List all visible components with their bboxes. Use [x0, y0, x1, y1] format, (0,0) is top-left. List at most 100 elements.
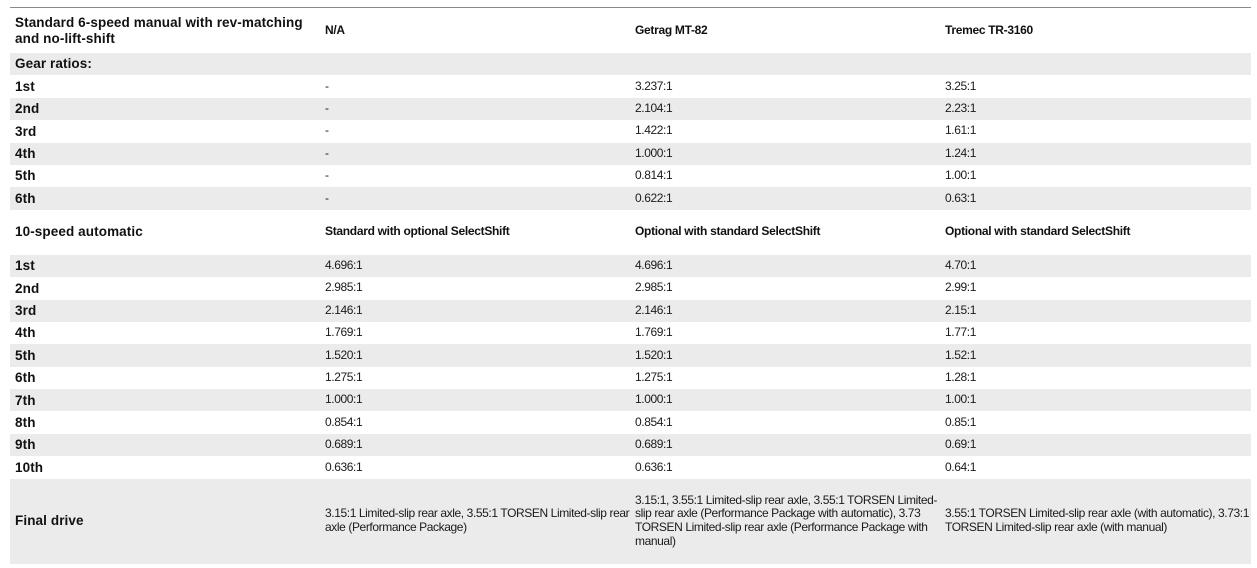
auto-gear-label: 6th	[15, 370, 36, 386]
table-row: 3rd 2.146:1 2.146:1 2.15:1	[10, 299, 1251, 322]
table-row: 2nd 2.985:1 2.985:1 2.99:1	[10, 277, 1251, 299]
manual-header-col1: N/A	[325, 22, 345, 37]
auto-ratio-col2: 1.275:1	[635, 369, 673, 384]
final-drive-label: Final drive	[10, 478, 320, 564]
auto-ratio-col3: 1.52:1	[940, 344, 1251, 367]
manual-gear-label: 6th	[10, 187, 320, 210]
table-row: 4th - 1.000:1 1.24:1	[10, 142, 1251, 165]
auto-gear-label: 1st	[10, 254, 320, 278]
manual-gear-label: 1st	[15, 78, 35, 94]
auto-ratio-col3: 1.28:1	[945, 369, 976, 384]
auto-ratio-col2: 2.985:1	[635, 280, 673, 295]
table-row: 10th 0.636:1 0.636:1 0.64:1	[10, 456, 1251, 478]
manual-ratio-col3: 1.24:1	[940, 142, 1251, 165]
final-drive-col2: 3.15:1, 3.55:1 Limited-slip rear axle, 3…	[630, 478, 940, 564]
manual-ratio-col1: -	[325, 78, 329, 93]
auto-gear-label: 3rd	[10, 299, 320, 322]
auto-ratio-col1: 0.689:1	[320, 433, 630, 457]
gear-ratios-label: Gear ratios:	[10, 53, 320, 76]
table-row: 8th 0.854:1 0.854:1 0.85:1	[10, 411, 1251, 433]
auto-ratio-col2: 1.769:1	[635, 325, 673, 340]
auto-ratio-col3: 2.99:1	[945, 280, 976, 295]
manual-header-col2: Getrag MT-82	[635, 22, 708, 37]
auto-ratio-col2: 0.854:1	[635, 414, 673, 429]
auto-ratio-col2: 0.689:1	[630, 433, 940, 457]
manual-ratio-col3: 1.00:1	[945, 168, 976, 183]
automatic-header-col1: Standard with optional SelectShift	[325, 224, 510, 239]
manual-gear-label: 5th	[15, 168, 36, 184]
manual-gear-label: 3rd	[15, 123, 37, 139]
auto-ratio-col1: 0.636:1	[325, 459, 363, 474]
gear-ratios-row: Gear ratios:	[10, 53, 1251, 76]
auto-ratio-col1: 2.985:1	[325, 280, 363, 295]
table-row: 3rd - 1.422:1 1.61:1	[10, 120, 1251, 142]
auto-gear-label: 7th	[10, 389, 320, 412]
auto-gear-label: 9th	[10, 433, 320, 457]
manual-ratio-col3: 2.23:1	[940, 97, 1251, 121]
auto-ratio-col1: 1.000:1	[320, 389, 630, 412]
manual-ratio-col1: -	[325, 123, 329, 138]
automatic-header-row: 10-speed automatic Standard with optiona…	[10, 210, 1251, 255]
manual-ratio-col3: 0.63:1	[940, 187, 1251, 210]
auto-ratio-col3: 0.69:1	[940, 433, 1251, 457]
manual-ratio-col3: 3.25:1	[945, 78, 976, 93]
auto-ratio-col1: 4.696:1	[320, 254, 630, 278]
final-drive-col3: 3.55:1 TORSEN Limited-slip rear axle (wi…	[940, 478, 1251, 564]
auto-ratio-col3: 1.77:1	[945, 325, 976, 340]
auto-ratio-col2: 0.636:1	[635, 459, 673, 474]
manual-ratio-col2: 2.104:1	[630, 97, 940, 121]
manual-ratio-col2: 1.422:1	[635, 123, 673, 138]
table-row: 4th 1.769:1 1.769:1 1.77:1	[10, 322, 1251, 344]
manual-ratio-col1: -	[320, 142, 630, 165]
manual-ratio-col1: -	[320, 187, 630, 210]
auto-ratio-col1: 1.520:1	[320, 344, 630, 367]
auto-ratio-col1: 1.769:1	[325, 325, 363, 340]
table-row: 7th 1.000:1 1.000:1 1.00:1	[10, 389, 1251, 412]
manual-ratio-col1: -	[325, 168, 329, 183]
automatic-header-col3: Optional with standard SelectShift	[945, 224, 1131, 239]
table-row: 1st - 3.237:1 3.25:1	[10, 75, 1251, 97]
automatic-transmission-label: 10-speed automatic	[15, 224, 143, 240]
auto-ratio-col2: 1.520:1	[630, 344, 940, 367]
auto-ratio-col3: 0.85:1	[945, 414, 976, 429]
manual-header-col3: Tremec TR-3160	[945, 22, 1033, 37]
auto-gear-label: 2nd	[15, 280, 40, 296]
manual-ratio-col2: 1.000:1	[630, 142, 940, 165]
table-row: 5th 1.520:1 1.520:1 1.52:1	[10, 344, 1251, 367]
final-drive-col1: 3.15:1 Limited-slip rear axle, 3.55:1 TO…	[320, 478, 630, 564]
transmission-spec-table: Standard 6-speed manual with rev-matchin…	[10, 8, 1251, 564]
auto-ratio-col2: 4.696:1	[630, 254, 940, 278]
auto-gear-label: 4th	[15, 325, 36, 341]
manual-ratio-col2: 3.237:1	[635, 78, 673, 93]
table-row: 1st 4.696:1 4.696:1 4.70:1	[10, 254, 1251, 278]
manual-header-row: Standard 6-speed manual with rev-matchin…	[10, 8, 1251, 53]
manual-ratio-col2: 0.622:1	[630, 187, 940, 210]
table-row: 6th - 0.622:1 0.63:1	[10, 187, 1251, 210]
manual-gear-label: 2nd	[10, 97, 320, 121]
automatic-header-col2: Optional with standard SelectShift	[635, 224, 821, 239]
auto-ratio-col1: 0.854:1	[325, 414, 363, 429]
table-row: 6th 1.275:1 1.275:1 1.28:1	[10, 367, 1251, 389]
auto-ratio-col1: 1.275:1	[325, 369, 363, 384]
auto-ratio-col3: 2.15:1	[940, 299, 1251, 322]
table-row: 9th 0.689:1 0.689:1 0.69:1	[10, 433, 1251, 457]
auto-ratio-col3: 1.00:1	[940, 389, 1251, 412]
table-row: 2nd - 2.104:1 2.23:1	[10, 97, 1251, 121]
auto-ratio-col3: 0.64:1	[945, 459, 976, 474]
table-row: 5th - 0.814:1 1.00:1	[10, 165, 1251, 187]
auto-gear-label: 10th	[15, 459, 44, 475]
section-divider	[10, 7, 1251, 8]
manual-ratio-col2: 0.814:1	[635, 168, 673, 183]
manual-ratio-col1: -	[320, 97, 630, 121]
auto-ratio-col2: 2.146:1	[630, 299, 940, 322]
final-drive-row: Final drive 3.15:1 Limited-slip rear axl…	[10, 478, 1251, 564]
manual-ratio-col3: 1.61:1	[945, 123, 976, 138]
manual-gear-label: 4th	[10, 142, 320, 165]
auto-gear-label: 8th	[15, 414, 36, 430]
manual-transmission-label: Standard 6-speed manual with rev-matchin…	[15, 14, 303, 46]
auto-ratio-col1: 2.146:1	[320, 299, 630, 322]
auto-gear-label: 5th	[10, 344, 320, 367]
auto-ratio-col2: 1.000:1	[630, 389, 940, 412]
auto-ratio-col3: 4.70:1	[940, 254, 1251, 278]
